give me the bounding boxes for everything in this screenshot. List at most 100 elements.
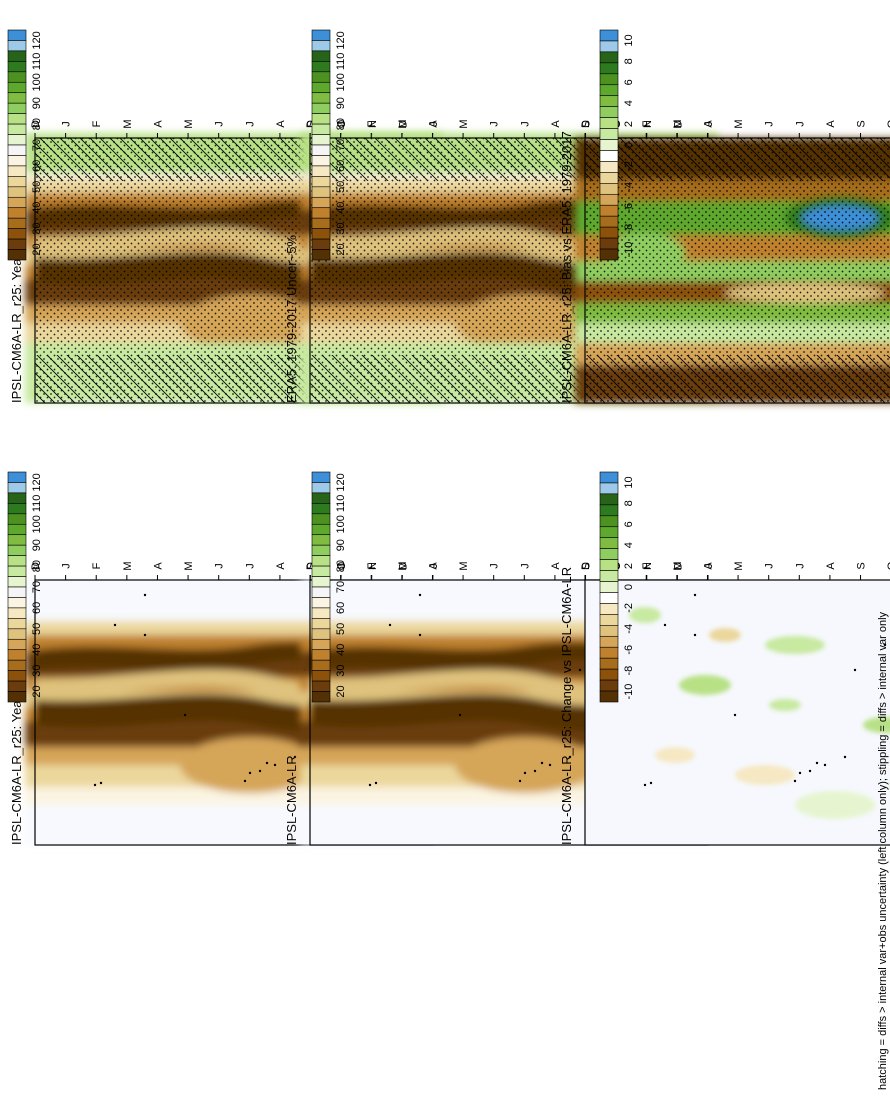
month-label: J (764, 563, 776, 569)
month-label: S (581, 120, 593, 127)
month-label: N (642, 562, 654, 570)
colorbar-label: 0 (623, 584, 635, 590)
stipple-dot (649, 781, 653, 785)
colorbar-label: 110 (335, 53, 347, 71)
colorbar-swatch (311, 207, 331, 219)
colorbar-label: 100 (335, 73, 347, 91)
colorbar-swatch (311, 113, 331, 125)
colorbar-label: 50 (335, 181, 347, 193)
panel-bottom-right: IPSL-CM6A-LR_r25: Change vs IPSL-CM6A-LR… (559, 561, 890, 846)
colorbar-swatch (7, 565, 27, 577)
stipple-dot (540, 761, 544, 765)
month-label: O (886, 119, 890, 128)
stipple-dot (518, 779, 522, 783)
month-label: J (61, 121, 73, 127)
stipple-dot (418, 593, 422, 597)
colorbar-swatch (311, 228, 331, 240)
month-label: O (336, 561, 348, 570)
colorbar-label: 40 (335, 644, 347, 656)
colorbar-swatch (7, 81, 27, 94)
month-label: M (397, 561, 409, 570)
colorbar-swatch (7, 618, 27, 630)
colorbar-swatch (311, 659, 331, 671)
colorbar-swatch (7, 61, 27, 73)
stipple-dot (568, 755, 572, 759)
colorbar-swatch (7, 123, 27, 135)
colorbar-swatch (7, 534, 27, 546)
colorbar-swatch (599, 581, 619, 593)
month-label: J (428, 563, 440, 569)
colorbar-label: 90 (335, 539, 347, 551)
change-blob (655, 747, 695, 763)
month-label: S (856, 562, 868, 569)
colorbar-swatch (311, 691, 331, 703)
month-label: A (275, 562, 287, 570)
colorbar-swatch (311, 576, 331, 588)
month-label: J (214, 563, 226, 569)
change-blob (709, 628, 741, 642)
month-label: S (856, 120, 868, 127)
month-label: D (580, 562, 592, 570)
colorbar-label: 60 (31, 160, 43, 172)
colorbar-label: 4 (623, 100, 635, 106)
month-label: J (244, 121, 256, 127)
colorbar-swatch (7, 555, 27, 567)
panel-field (575, 138, 890, 403)
colorbar-swatch (311, 618, 331, 630)
colorbar-label: 0 (623, 142, 635, 148)
month-label: D (30, 562, 42, 570)
colorbar-label: 20 (31, 243, 43, 255)
colorbar-swatch (311, 638, 331, 651)
colorbar-swatch (599, 635, 619, 648)
month-label: A (825, 562, 837, 570)
month-label: M (458, 561, 470, 570)
colorbar-swatch (311, 92, 331, 104)
colorbar-label: 70 (335, 139, 347, 151)
colorbar-label: 6 (623, 521, 635, 527)
colorbar-swatch (599, 172, 619, 184)
colorbar-label: 20 (31, 685, 43, 697)
colorbar-swatch (7, 29, 27, 41)
colorbar-swatch (7, 228, 27, 240)
stipple-dot (293, 755, 297, 759)
stipple-dot (113, 623, 117, 627)
month-label: J (214, 121, 226, 127)
colorbar-swatch (599, 193, 619, 206)
colorbar-swatch (311, 217, 331, 229)
colorbar-swatch (311, 61, 331, 73)
month-label: M (397, 119, 409, 128)
month-label: F (91, 562, 103, 569)
colorbar-swatch (599, 679, 619, 692)
stipple-dot (798, 771, 802, 775)
colorbar-middle-right: 20 30 40 50 60 70 80 90 100 110 120 (311, 471, 347, 703)
colorbar-swatch (7, 134, 27, 146)
month-label: J (764, 121, 776, 127)
month-label: J (794, 121, 806, 127)
colorbar-swatch (311, 565, 331, 577)
colorbar-middle-left: 20 30 40 50 60 70 80 90 100 110 120 (311, 29, 347, 261)
colorbar-swatch (311, 544, 331, 556)
colorbar-swatch (7, 238, 27, 250)
colorbar-label: 80 (31, 560, 43, 572)
panel-background (585, 580, 890, 845)
panel-title: IPSL-CM6A-LR_r25: Change vs IPSL-CM6A-LR (559, 567, 574, 845)
month-label: D (305, 120, 317, 128)
colorbar-label: 30 (335, 665, 347, 677)
colorbar-top-right: 20 30 40 50 60 70 80 90 100 110 120 (7, 471, 43, 703)
stipple-dot (843, 755, 847, 759)
stippling (585, 138, 890, 403)
colorbar-swatch (7, 628, 27, 640)
colorbar-label: 90 (31, 539, 43, 551)
colorbar-label: 110 (335, 495, 347, 513)
month-label: M (672, 561, 684, 570)
change-blob (735, 765, 795, 785)
month-label: A (275, 120, 287, 128)
colorbar-swatch (7, 607, 27, 619)
stipple-dot (248, 771, 252, 775)
month-label: A (825, 120, 837, 128)
colorbar-swatch (7, 113, 27, 125)
month-label: J (489, 121, 501, 127)
